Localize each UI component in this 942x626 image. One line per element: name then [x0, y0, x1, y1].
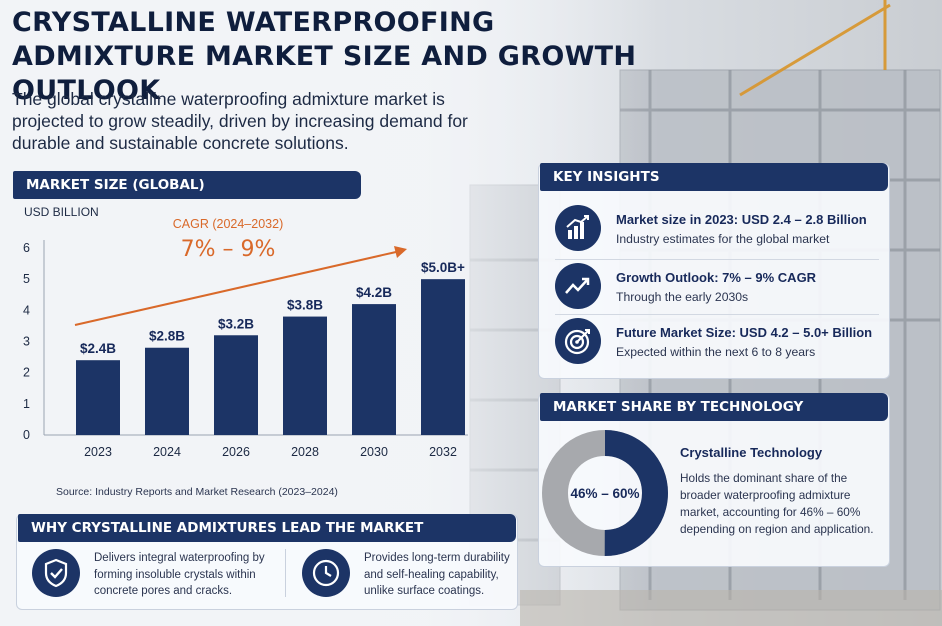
market-share-donut: 46% – 60% — [542, 430, 668, 556]
bar-data-label: $2.4B — [80, 341, 116, 356]
x-tick-label: 2030 — [360, 445, 388, 459]
bar-data-label: $2.8B — [149, 329, 185, 344]
cagr-arrow-head — [394, 246, 407, 258]
y-tick-label: 6 — [23, 241, 30, 255]
market-size-header: MARKET SIZE (GLOBAL) — [13, 171, 361, 199]
insight-divider — [555, 259, 879, 260]
insight-subtitle: Industry estimates for the global market — [616, 232, 830, 246]
insight-market-size: Market size in 2023: USD 2.4 – 2.8 Billi… — [555, 205, 885, 255]
bar-data-label: $3.2B — [218, 316, 254, 331]
shield-check-icon — [32, 549, 80, 597]
x-tick-label: 2028 — [291, 445, 319, 459]
market-share-description: Holds the dominant share of the broader … — [680, 471, 874, 536]
insight-title: Growth Outlook: 7% – 9% CAGR — [616, 270, 817, 285]
bar-data-label: $5.0B+ — [421, 260, 465, 275]
why-item-text: Provides long-term durability and self-h… — [364, 552, 510, 597]
insight-subtitle: Expected within the next 6 to 8 years — [616, 345, 816, 359]
cagr-arrow-line — [74, 251, 397, 326]
clock-icon — [302, 549, 350, 597]
x-tick-label: 2026 — [222, 445, 250, 459]
bar — [214, 335, 258, 435]
page-subtitle: The global crystalline waterproofing adm… — [12, 89, 468, 153]
target-icon — [555, 318, 601, 364]
insight-growth: Growth Outlook: 7% – 9% CAGR Through the… — [555, 263, 885, 313]
bar — [145, 347, 189, 435]
why-divider — [285, 549, 286, 597]
y-tick-label: 2 — [23, 366, 30, 380]
x-tick-label: 2024 — [153, 445, 181, 459]
x-tick-label: 2023 — [84, 445, 112, 459]
market-size-chart: USD BILLION 0 1 2 3 4 5 6 $2.4B 2023 $2.8B 2024 $3.2… — [23, 205, 468, 459]
why-item: Delivers integral waterproofing by formi… — [32, 549, 277, 599]
y-tick-label: 4 — [23, 303, 30, 317]
chart-source: Source: Industry Reports and Market Rese… — [56, 486, 338, 498]
why-header: WHY CRYSTALLINE ADMIXTURES LEAD THE MARK… — [18, 514, 516, 542]
bar-data-label: $3.8B — [287, 298, 323, 313]
bar-chart-icon — [555, 205, 601, 251]
why-item: Provides long-term durability and self-h… — [302, 549, 512, 599]
bar — [76, 360, 120, 435]
insight-divider — [555, 314, 879, 315]
key-insights-header: KEY INSIGHTS — [540, 163, 888, 191]
insight-subtitle: Through the early 2030s — [616, 290, 749, 304]
market-share-header: MARKET SHARE BY TECHNOLOGY — [540, 393, 888, 421]
insight-title: Future Market Size: USD 4.2 – 5.0+ Billi… — [616, 325, 873, 340]
y-axis-label: USD BILLION — [24, 205, 99, 219]
trend-up-icon — [555, 263, 601, 309]
why-item-text: Delivers integral waterproofing by formi… — [94, 552, 265, 597]
insight-future-size: Future Market Size: USD 4.2 – 5.0+ Billi… — [555, 318, 885, 368]
donut-label: 46% – 60% — [570, 486, 639, 501]
insight-title: Market size in 2023: USD 2.4 – 2.8 Billi… — [616, 212, 867, 227]
bar — [283, 316, 327, 435]
x-tick-label: 2032 — [429, 445, 457, 459]
bar-data-label: $4.2B — [356, 285, 392, 300]
page-title: CRYSTALLINE WATERPROOFING ADMIXTURE MARK… — [12, 7, 637, 106]
bar — [421, 279, 465, 435]
y-tick-label: 0 — [23, 428, 30, 442]
bar — [352, 304, 396, 435]
cagr-label: CAGR (2024–2032) — [173, 217, 283, 231]
market-share-title: Crystalline Technology — [680, 445, 823, 460]
y-tick-label: 5 — [23, 272, 30, 286]
y-tick-label: 3 — [23, 335, 30, 349]
y-tick-label: 1 — [23, 397, 30, 411]
donut-share-segment — [542, 430, 668, 556]
cagr-value: 7% – 9% — [181, 237, 276, 262]
